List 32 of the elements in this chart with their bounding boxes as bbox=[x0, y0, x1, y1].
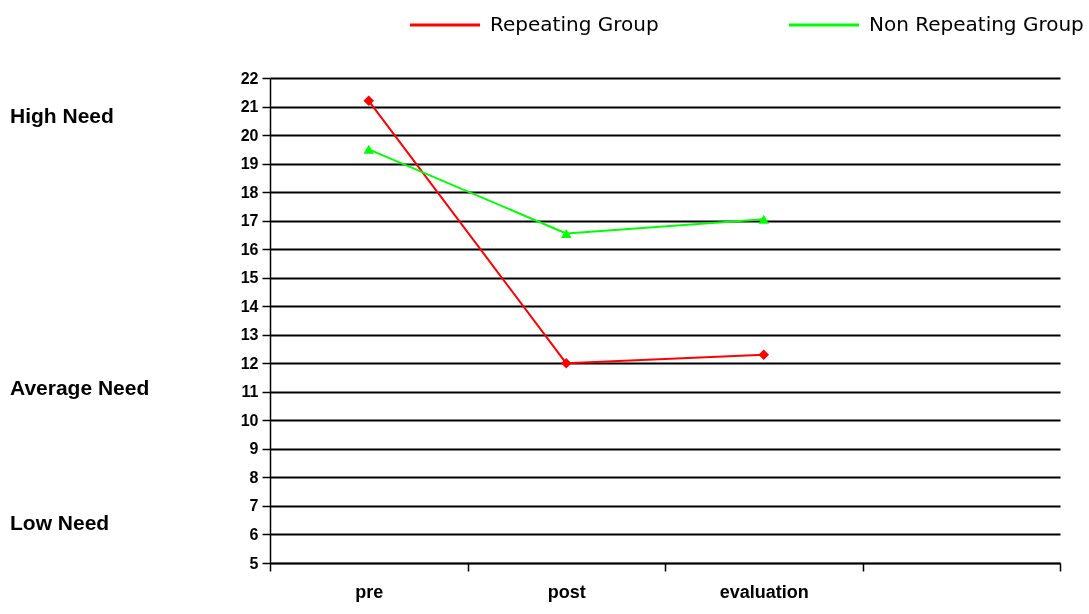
x-tick-label: evaluation bbox=[719, 581, 809, 602]
x-tick-label: pre bbox=[355, 581, 384, 602]
y-tick-label: 13 bbox=[240, 326, 259, 344]
point bbox=[363, 95, 374, 107]
point bbox=[561, 358, 572, 369]
x-tick-label: post bbox=[547, 581, 586, 602]
legend-label: Non Repeating Group bbox=[869, 12, 1084, 36]
y-tick-label: 19 bbox=[240, 155, 259, 173]
y-tick-label: 6 bbox=[249, 525, 259, 543]
point bbox=[758, 214, 769, 224]
y-tick-label: 20 bbox=[240, 126, 259, 144]
y-tick-label: 7 bbox=[249, 497, 259, 515]
legend-label: Repeating Group bbox=[490, 12, 659, 36]
y-tick-label: 8 bbox=[249, 468, 259, 486]
y-tick-label: 5 bbox=[249, 554, 259, 572]
y-tick-label: 21 bbox=[240, 98, 259, 116]
y-tick-label: 16 bbox=[240, 240, 259, 258]
y-tick-label: 17 bbox=[240, 212, 259, 230]
point bbox=[758, 349, 769, 360]
text: Low Need bbox=[10, 511, 110, 534]
y-tick-label: 18 bbox=[240, 183, 259, 201]
y-tick-label: 14 bbox=[240, 297, 259, 315]
y-tick-label: 9 bbox=[249, 440, 259, 458]
y-tick-label: 10 bbox=[240, 411, 259, 429]
text: High Need bbox=[10, 104, 114, 127]
y-tick-label: 12 bbox=[240, 354, 259, 372]
y-tick-label: 22 bbox=[240, 69, 259, 87]
y-tick-label: 15 bbox=[240, 269, 259, 287]
point bbox=[363, 144, 374, 154]
y-tick-label: 11 bbox=[241, 383, 259, 401]
point bbox=[561, 228, 572, 239]
text: Average Need bbox=[10, 376, 150, 399]
